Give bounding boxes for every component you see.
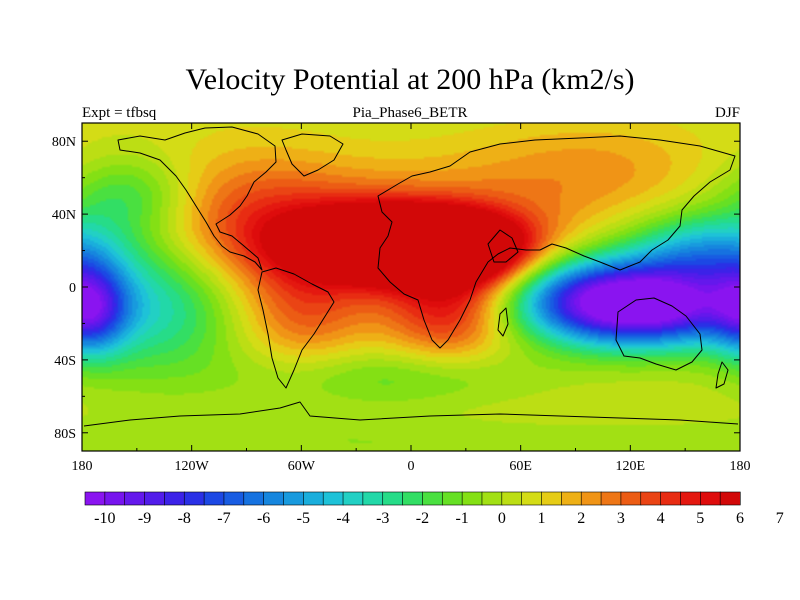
colorbar-box: [600, 491, 622, 506]
colorbar-box: [104, 491, 126, 506]
colorbar-label: 0: [498, 510, 506, 527]
colorbar-box: [362, 491, 384, 506]
x-tick-label: 180: [730, 459, 751, 474]
colorbar-box: [263, 491, 285, 506]
colorbar-label: -4: [336, 510, 349, 527]
colorbar-box: [223, 491, 245, 506]
coast-new-zealand: [715, 361, 729, 389]
colorbar-box: [680, 491, 701, 506]
colorbar-box: [719, 491, 741, 506]
coast-antarctica: [83, 401, 739, 427]
center-string: Pia_Phase6_BETR: [353, 105, 468, 121]
colorbar-box: [561, 491, 582, 506]
colorbar-label: -2: [416, 510, 429, 527]
colorbar-box: [402, 491, 424, 506]
colorbar-label: 5: [696, 510, 704, 527]
chart-title: Velocity Potential at 200 hPa (km2/s): [185, 63, 634, 96]
colorbar-box: [322, 491, 344, 506]
x-tick-label: 120W: [175, 459, 210, 474]
x-tick-label: 120E: [616, 459, 646, 474]
left-string: Expt = tfbsq: [82, 105, 157, 121]
colorbar-box: [144, 491, 165, 506]
coast-eurasia-africa: [377, 135, 736, 349]
colorbar-box: [700, 491, 721, 506]
colorbar-box: [422, 491, 443, 506]
colorbar-box: [183, 491, 205, 506]
right-string: DJF: [715, 105, 740, 121]
colorbar-box: [164, 491, 185, 506]
y-tick-label: 40N: [52, 208, 76, 223]
colorbar-box: [580, 491, 602, 506]
colorbar-label: -9: [138, 510, 151, 527]
x-tick-label: 60W: [288, 459, 316, 474]
colorbar-box: [620, 491, 642, 506]
y-tick-label: 40S: [54, 354, 76, 369]
colorbar-box: [124, 491, 146, 506]
y-tick-label: 80N: [52, 135, 76, 150]
coast-arabia: [487, 229, 519, 263]
coastline-outlines: [83, 126, 739, 427]
coast-greenland: [281, 133, 344, 177]
colorbar-label: -1: [455, 510, 468, 527]
coast-north-america: [117, 126, 277, 271]
colorbar-box: [640, 491, 662, 506]
colorbar-box: [342, 491, 364, 506]
colorbar-label: 2: [577, 510, 585, 527]
colorbar-label: -5: [297, 510, 310, 527]
colorbar-label: 7: [776, 510, 784, 527]
colorbar: -10-9-8-7-6-5-4-3-2-1012345678910: [84, 491, 784, 527]
colorbar-label: -8: [178, 510, 191, 527]
x-axis: 180 120W 60W 0 60E 120E 180: [72, 123, 751, 474]
y-tick-label: 0: [69, 281, 76, 296]
coast-madagascar: [497, 307, 509, 337]
colorbar-label: -6: [257, 510, 270, 527]
coast-south-america: [257, 267, 335, 389]
colorbar-box: [283, 491, 304, 506]
colorbar-box: [84, 491, 106, 506]
colorbar-label: -10: [94, 510, 115, 527]
colorbar-box: [521, 491, 543, 506]
colorbar-box: [303, 491, 324, 506]
colorbar-box: [461, 491, 483, 506]
x-tick-label: 60E: [509, 459, 532, 474]
colorbar-box: [501, 491, 523, 506]
x-tick-label: 0: [408, 459, 415, 474]
colorbar-box: [660, 491, 682, 506]
colorbar-box: [481, 491, 503, 506]
map-plot-area: [81, 122, 741, 452]
colorbar-label: 4: [657, 510, 665, 527]
coast-australia: [615, 297, 703, 371]
y-tick-label: 80S: [54, 427, 76, 442]
colorbar-label: -7: [217, 510, 230, 527]
colorbar-box: [203, 491, 225, 506]
colorbar-box: [382, 491, 404, 506]
colorbar-label: 1: [538, 510, 546, 527]
colorbar-label: 3: [617, 510, 625, 527]
x-tick-label: 180: [72, 459, 93, 474]
colorbar-box: [243, 491, 265, 506]
colorbar-box: [441, 491, 463, 506]
colorbar-label: -3: [376, 510, 389, 527]
velocity-potential-field: [82, 123, 740, 451]
y-axis: 80N 40N 0 40S 80S: [52, 135, 740, 442]
colorbar-box: [541, 491, 562, 506]
colorbar-label: 6: [736, 510, 744, 527]
